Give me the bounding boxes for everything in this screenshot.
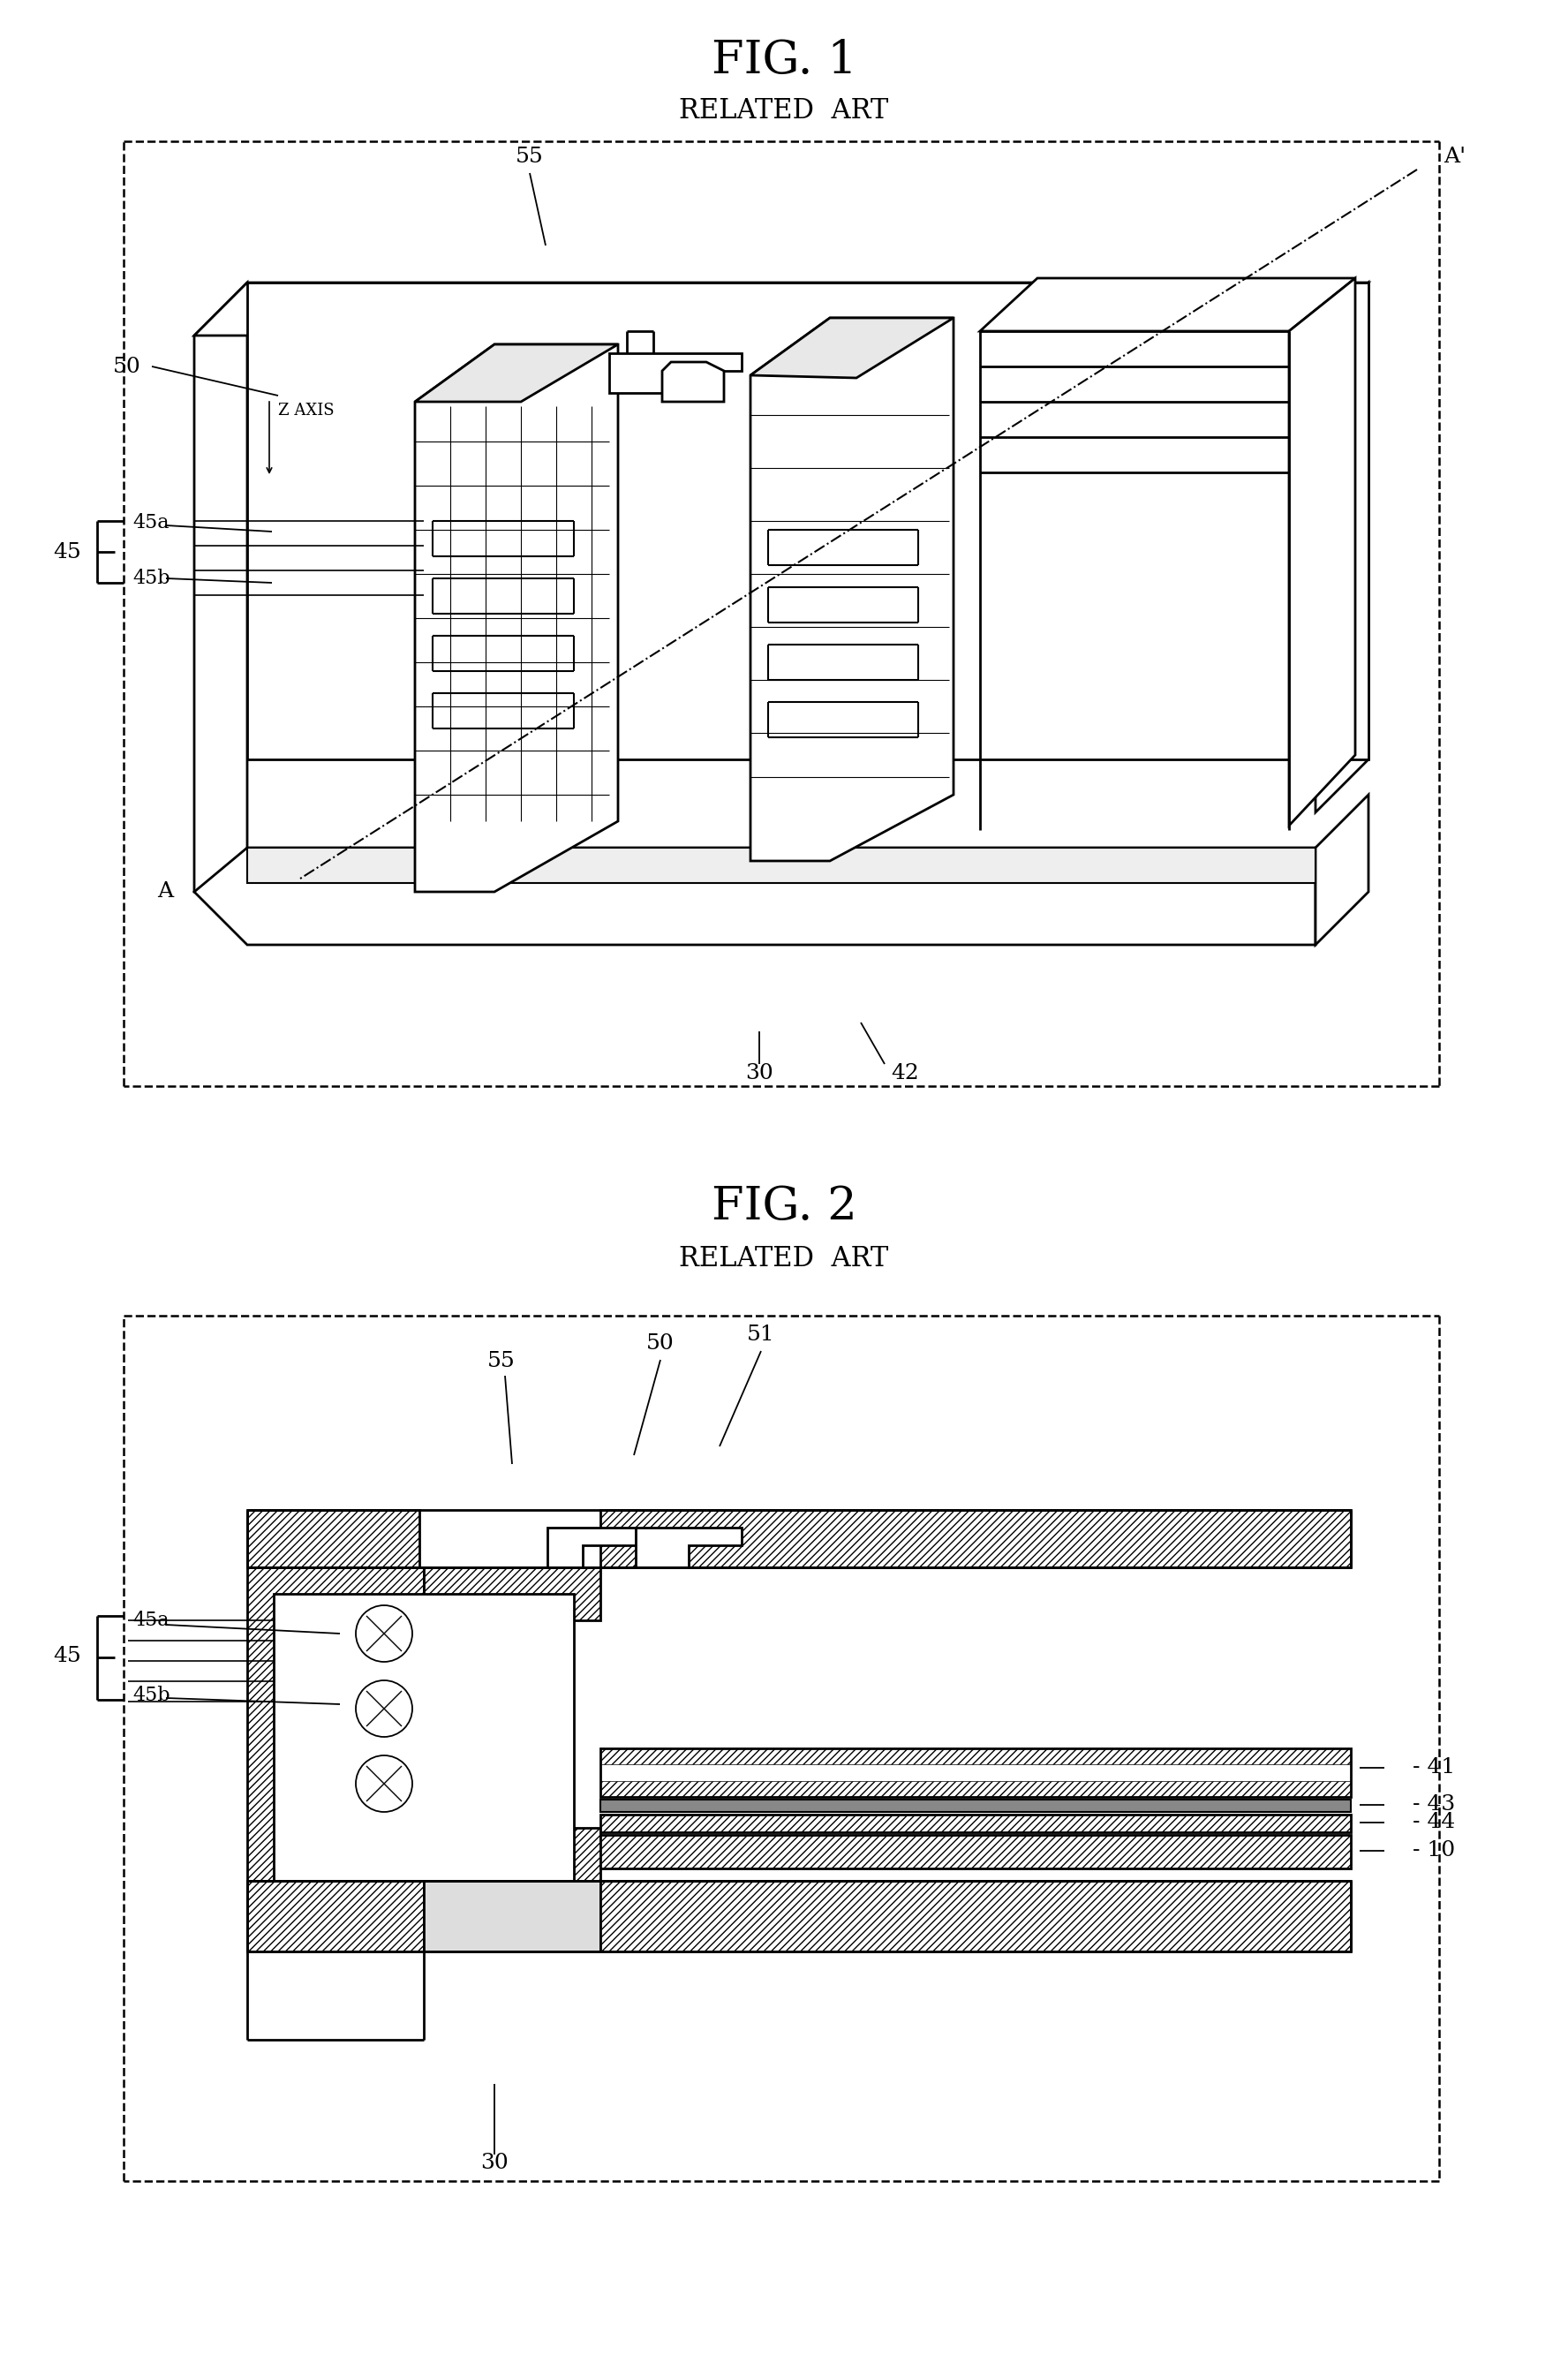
Text: 45a: 45a (132, 512, 169, 533)
Text: A: A (157, 882, 172, 903)
Polygon shape (1316, 282, 1369, 813)
Text: 55: 55 (488, 1351, 516, 1372)
Text: 45a: 45a (132, 1612, 169, 1631)
Polygon shape (662, 363, 724, 403)
Text: 55: 55 (516, 147, 544, 168)
Text: 50: 50 (113, 355, 141, 377)
Text: A': A' (1444, 147, 1466, 168)
Bar (601, 1799, 1350, 1813)
Polygon shape (610, 353, 742, 393)
Text: - 41: - 41 (1413, 1759, 1455, 1778)
Circle shape (356, 1680, 412, 1737)
Polygon shape (751, 318, 953, 377)
Text: - 44: - 44 (1413, 1813, 1455, 1832)
Bar (274, 1595, 574, 1884)
Polygon shape (194, 282, 1369, 337)
Text: RELATED  ART: RELATED ART (679, 1244, 889, 1273)
Bar (423, 1827, 601, 1939)
Polygon shape (635, 1529, 742, 1567)
Bar (248, 1510, 419, 1567)
Text: - 10: - 10 (1413, 1841, 1455, 1860)
Polygon shape (416, 344, 618, 891)
Text: 45: 45 (53, 543, 82, 562)
Polygon shape (751, 318, 953, 860)
Text: 30: 30 (480, 2154, 508, 2173)
Polygon shape (1316, 794, 1369, 946)
Bar (248, 1882, 423, 1951)
Polygon shape (1289, 277, 1355, 825)
Text: 42: 42 (891, 1062, 919, 1083)
Bar (423, 1567, 601, 1621)
Text: FIG. 1: FIG. 1 (712, 38, 856, 83)
Bar (601, 1780, 1350, 1796)
Text: 45: 45 (53, 1645, 82, 1666)
Polygon shape (547, 1529, 635, 1567)
Polygon shape (980, 277, 1355, 332)
Text: - 43: - 43 (1413, 1794, 1455, 1815)
Text: RELATED  ART: RELATED ART (679, 97, 889, 123)
Polygon shape (194, 282, 248, 891)
Circle shape (356, 1604, 412, 1661)
Bar (248, 1567, 423, 1939)
Bar (601, 1749, 1350, 1763)
Text: 50: 50 (646, 1334, 674, 1353)
Bar (601, 1510, 1350, 1567)
Polygon shape (248, 282, 1369, 758)
Bar (601, 1882, 1350, 1951)
Text: 45b: 45b (132, 1685, 169, 1704)
Polygon shape (194, 848, 1316, 946)
Bar (601, 1834, 1350, 1868)
Text: 30: 30 (745, 1062, 773, 1083)
Circle shape (356, 1756, 412, 1813)
Text: 51: 51 (746, 1325, 775, 1346)
Bar (423, 1882, 601, 1951)
Text: Z AXIS: Z AXIS (278, 403, 334, 419)
Bar (601, 1815, 1350, 1832)
Text: FIG. 2: FIG. 2 (712, 1185, 856, 1230)
Polygon shape (416, 344, 618, 403)
Polygon shape (248, 848, 1316, 884)
Text: 45b: 45b (132, 569, 169, 588)
Bar (601, 1749, 1350, 1796)
